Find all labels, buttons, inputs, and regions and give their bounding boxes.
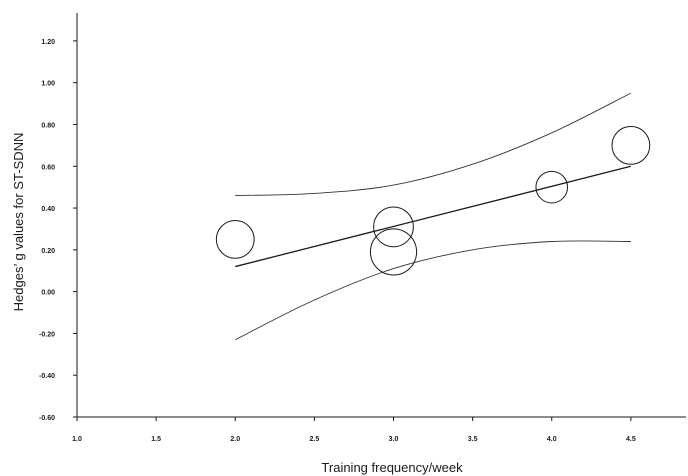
x-tick-label: 3.5 <box>468 436 478 443</box>
y-axis-ticks: -0.60 -0.40 -0.20 0.00 0.20 0.40 0.60 0.80 1.00 1… <box>39 39 77 422</box>
confidence-interval-curves <box>235 92 632 341</box>
study-marker <box>215 219 255 259</box>
study-marker <box>369 228 418 276</box>
axes <box>76 13 686 418</box>
x-tick-label: 2.0 <box>230 436 240 443</box>
regression-line <box>235 165 632 268</box>
study-marker <box>611 125 651 165</box>
y-tick-label: -0.20 <box>39 331 55 338</box>
study-markers <box>215 125 651 276</box>
x-tick-label: 4.0 <box>547 436 557 443</box>
x-tick-label: 3.0 <box>389 436 399 443</box>
x-axis-title: Training frequency/week <box>321 460 463 475</box>
x-tick-label: 2.5 <box>310 436 320 443</box>
x-axis-ticks: 1.0 1.5 2.0 2.5 3.0 3.5 4.0 4.5 <box>72 417 636 443</box>
y-tick-label: -0.60 <box>39 415 55 422</box>
upper-confidence-curve <box>235 92 632 196</box>
x-tick-label: 1.0 <box>72 436 82 443</box>
y-tick-label: 1.20 <box>41 39 55 46</box>
y-tick-label: 0.80 <box>41 122 55 129</box>
y-tick-label: -0.40 <box>39 373 55 380</box>
y-tick-label: 1.00 <box>41 81 55 88</box>
y-axis-title: Hedges’ g values for ST-SDNN <box>11 133 26 312</box>
y-tick-label: 0.40 <box>41 206 55 213</box>
x-tick-label: 1.5 <box>151 436 161 443</box>
regression-line-group <box>235 165 632 268</box>
lower-confidence-curve <box>235 240 631 341</box>
study-marker <box>373 206 414 248</box>
y-tick-label: 0.20 <box>41 248 55 255</box>
y-tick-label: 0.00 <box>41 290 55 297</box>
y-tick-label: 0.60 <box>41 164 55 171</box>
x-tick-label: 4.5 <box>626 436 636 443</box>
study-marker <box>535 170 569 204</box>
